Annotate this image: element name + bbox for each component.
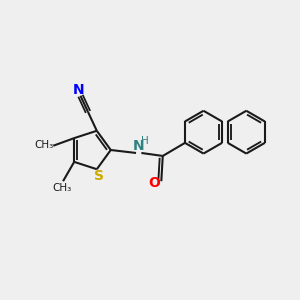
Text: N: N <box>73 83 85 98</box>
Text: CH₃: CH₃ <box>34 140 53 150</box>
Text: S: S <box>94 169 104 183</box>
Text: N: N <box>133 140 145 153</box>
Text: H: H <box>141 136 149 146</box>
Text: O: O <box>148 176 160 190</box>
Text: CH₃: CH₃ <box>52 183 71 193</box>
